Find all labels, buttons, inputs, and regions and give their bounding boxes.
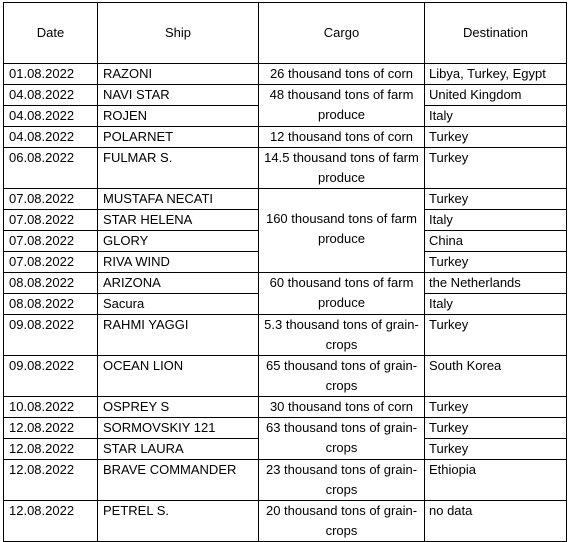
ship-cell: STAR HELENA [97, 209, 259, 231]
destination-cell: Turkey [424, 314, 567, 356]
destination-cell: Turkey [424, 188, 567, 210]
ship-cell: SORMOVSKIY 121 [97, 417, 259, 439]
table-row: 12.08.2022 PETREL S. 20 thousand tons of… [3, 500, 567, 542]
table-row: 07.08.2022 RIVA WIND Turkey [3, 251, 567, 273]
date-cell: 12.08.2022 [3, 500, 98, 542]
cargo-cell: 160 thousand tons of farm produce [258, 188, 425, 273]
header-cargo: Cargo [258, 2, 425, 64]
date-cell: 08.08.2022 [3, 293, 98, 315]
date-cell: 01.08.2022 [3, 63, 98, 85]
header-row: Date Ship Cargo Destination [3, 2, 567, 64]
table-row: 07.08.2022 STAR HELENA Italy [3, 209, 567, 231]
table-row: 06.08.2022 FULMAR S. 14.5 thousand tons … [3, 147, 567, 189]
ship-cell: ARIZONA [97, 272, 259, 294]
destination-cell: Italy [424, 209, 567, 231]
table-row: 09.08.2022 OCEAN LION 65 thousand tons o… [3, 355, 567, 397]
date-cell: 09.08.2022 [3, 314, 98, 356]
table-row: 12.08.2022 STAR LAURA Turkey [3, 438, 567, 460]
destination-cell: China [424, 230, 567, 252]
header-ship: Ship [97, 2, 259, 64]
cargo-cell: 14.5 thousand tons of farm produce [258, 147, 425, 189]
cargo-cell: 5.3 thousand tons of grain-crops [258, 314, 425, 356]
cargo-cell: 20 thousand tons of grain-crops [258, 500, 425, 542]
table-row: 09.08.2022 RAHMI YAGGI 5.3 thousand tons… [3, 314, 567, 356]
date-cell: 06.08.2022 [3, 147, 98, 189]
destination-cell: the Netherlands [424, 272, 567, 294]
date-cell: 04.08.2022 [3, 126, 98, 148]
table-row: 08.08.2022 Sacura Italy [3, 293, 567, 315]
ship-cell: GLORY [97, 230, 259, 252]
destination-cell: United Kingdom [424, 84, 567, 106]
date-cell: 09.08.2022 [3, 355, 98, 397]
date-cell: 07.08.2022 [3, 251, 98, 273]
ship-cell: MUSTAFA NECATI [97, 188, 259, 210]
header-destination: Destination [424, 2, 567, 64]
shipments-table: Date Ship Cargo Destination 01.08.2022 R… [3, 2, 567, 542]
cargo-cell: 30 thousand tons of corn [258, 396, 425, 418]
table-row: 10.08.2022 OSPREY S 30 thousand tons of … [3, 396, 567, 418]
destination-cell: Turkey [424, 396, 567, 418]
ship-cell: OSPREY S [97, 396, 259, 418]
date-cell: 12.08.2022 [3, 417, 98, 439]
date-cell: 10.08.2022 [3, 396, 98, 418]
cargo-cell: 63 thousand tons of grain-crops [258, 417, 425, 460]
ship-cell: RAHMI YAGGI [97, 314, 259, 356]
cargo-cell: 48 thousand tons of farm produce [258, 84, 425, 127]
date-cell: 04.08.2022 [3, 105, 98, 127]
table-row: 01.08.2022 RAZONI 26 thousand tons of co… [3, 63, 567, 85]
cargo-cell: 60 thousand tons of farm produce [258, 272, 425, 315]
cargo-cell: 12 thousand tons of corn [258, 126, 425, 148]
destination-cell: Turkey [424, 438, 567, 460]
destination-cell: Ethiopia [424, 459, 567, 501]
ship-cell: RAZONI [97, 63, 259, 85]
table-row: 07.08.2022 MUSTAFA NECATI 160 thousand t… [3, 188, 567, 273]
destination-cell: Turkey [424, 251, 567, 273]
table-row: 12.08.2022 BRAVE COMMANDER 23 thousand t… [3, 459, 567, 501]
cargo-cell: 26 thousand tons of corn [258, 63, 425, 85]
date-cell: 07.08.2022 [3, 230, 98, 252]
date-cell: 08.08.2022 [3, 272, 98, 294]
header-date: Date [3, 2, 98, 64]
destination-cell: Turkey [424, 126, 567, 148]
table-row: 08.08.2022 ARIZONA 60 thousand tons of f… [3, 272, 567, 315]
destination-cell: Italy [424, 293, 567, 315]
destination-cell: Libya, Turkey, Egypt [424, 63, 567, 85]
destination-cell: Italy [424, 105, 567, 127]
ship-cell: ROJEN [97, 105, 259, 127]
ship-cell: NAVI STAR [97, 84, 259, 106]
table-row: 12.08.2022 SORMOVSKIY 121 63 thousand to… [3, 417, 567, 460]
destination-cell: South Korea [424, 355, 567, 397]
destination-cell: Turkey [424, 417, 567, 439]
destination-cell: no data [424, 500, 567, 542]
table-row: 04.08.2022 NAVI STAR 48 thousand tons of… [3, 84, 567, 127]
ship-cell: PETREL S. [97, 500, 259, 542]
ship-cell: BRAVE COMMANDER [97, 459, 259, 501]
ship-cell: FULMAR S. [97, 147, 259, 189]
ship-cell: POLARNET [97, 126, 259, 148]
ship-cell: RIVA WIND [97, 251, 259, 273]
table-row: 04.08.2022 POLARNET 12 thousand tons of … [3, 126, 567, 148]
ship-cell: OCEAN LION [97, 355, 259, 397]
date-cell: 07.08.2022 [3, 188, 98, 210]
date-cell: 04.08.2022 [3, 84, 98, 106]
destination-cell: Turkey [424, 147, 567, 189]
cargo-cell: 65 thousand tons of grain-crops [258, 355, 425, 397]
ship-cell: STAR LAURA [97, 438, 259, 460]
date-cell: 12.08.2022 [3, 459, 98, 501]
date-cell: 07.08.2022 [3, 209, 98, 231]
cargo-cell: 23 thousand tons of grain-crops [258, 459, 425, 501]
ship-cell: Sacura [97, 293, 259, 315]
date-cell: 12.08.2022 [3, 438, 98, 460]
